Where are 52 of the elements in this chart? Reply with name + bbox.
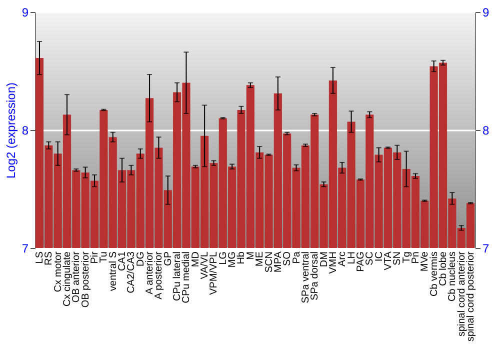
x-tick-label: RS — [44, 251, 55, 266]
x-tick-label: VPM/VPL — [208, 251, 220, 295]
y-tick-label: 7 — [22, 242, 29, 256]
x-tick-label: PAG — [355, 251, 366, 272]
y2-tick-label: 7 — [482, 242, 490, 256]
x-tick-label: LS — [34, 251, 46, 264]
x-tick-label: Pa — [291, 251, 302, 264]
x-tick-label: SPa dorsal — [310, 252, 321, 300]
x-tick-label: Cx cingulate — [62, 251, 74, 307]
x-tick-label: Cb nucleus — [447, 252, 458, 302]
x-tick-label: CA2/CA3 — [126, 251, 138, 294]
x-tick-label: ventral S — [108, 251, 119, 291]
x-tick-label: OB posterior — [80, 250, 92, 308]
x-tick-label: Hb — [236, 251, 248, 264]
x-tick-label: SC — [364, 252, 376, 266]
x-tick-label: DG — [135, 251, 146, 266]
x-tick-label: SPa ventral — [300, 252, 312, 304]
x-tick-label: Cb lobe — [438, 251, 449, 286]
y2-tick-label: 8 — [482, 124, 490, 138]
x-tick-label: A posterior — [154, 250, 165, 300]
x-tick-label: spinal cord posterior — [466, 250, 477, 342]
x-tick-label: ME — [254, 251, 266, 266]
x-tick-label: MVe — [420, 251, 431, 272]
x-tick-label: MD — [190, 252, 202, 268]
x-tick-label: LG — [218, 251, 229, 265]
x-tick-label: Cb vermis — [428, 252, 440, 297]
y-axis-title: Log2 (expression) — [4, 82, 18, 179]
x-tick-label: Cx motor — [52, 250, 64, 292]
x-tick-label: CPu medial — [181, 252, 192, 304]
x-tick-label: spinal cord anterior — [456, 250, 468, 337]
x-tick-label: OB anterior — [71, 250, 82, 303]
x-tick-label: SN — [392, 252, 404, 266]
x-tick-label: MPA — [272, 251, 284, 272]
x-tick-label: A anterior — [144, 250, 156, 294]
x-tick-label: Tu — [98, 252, 110, 263]
x-tick-label: M — [245, 252, 256, 260]
y2-tick-label: 9 — [482, 6, 490, 20]
y-tick-label: 8 — [22, 124, 29, 138]
x-tick-label: LH — [346, 252, 358, 264]
x-tick-label: IC — [374, 252, 385, 262]
x-tick-label: Arc — [337, 252, 348, 266]
x-tick-label: Pir — [90, 250, 101, 264]
y-tick-label: 9 — [22, 6, 29, 20]
x-tick-label: SCN — [264, 252, 275, 273]
x-tick-label: DM — [318, 252, 330, 268]
x-tick-label: SO — [282, 251, 294, 266]
x-tick-label: Pn — [410, 252, 422, 264]
x-tick-label: Tg — [401, 252, 412, 264]
x-tick-label: CA1 — [117, 251, 128, 271]
x-tick-label: VMH — [328, 252, 339, 274]
x-tick-label: VTA — [382, 251, 394, 270]
x-tick-label: GP — [162, 251, 174, 266]
